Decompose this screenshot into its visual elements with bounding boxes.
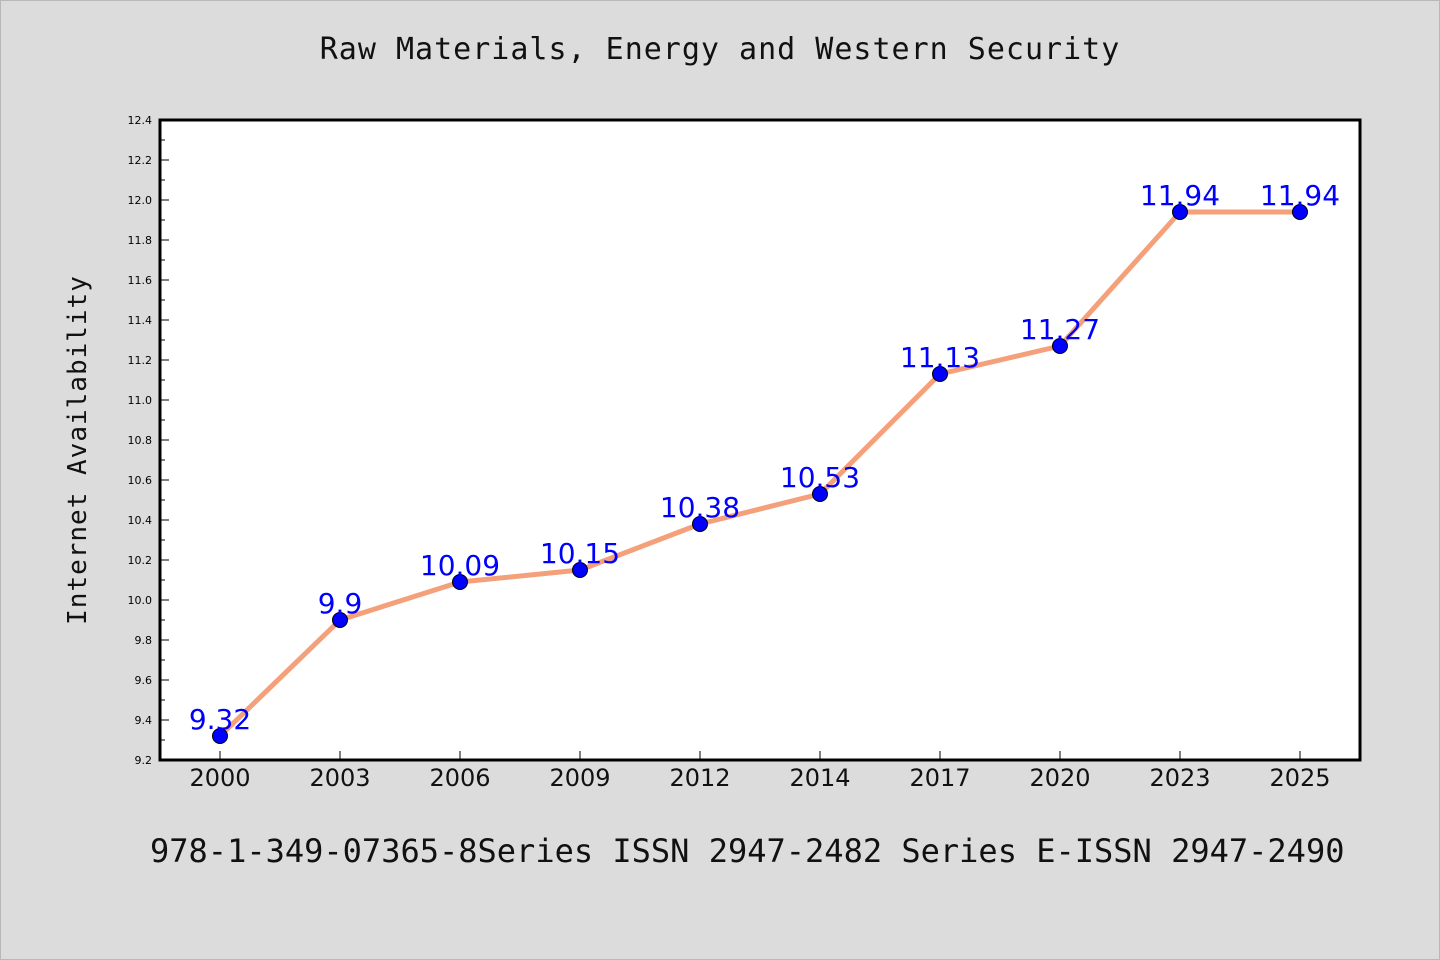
y-tick-label: 11.4 [128,314,153,327]
x-tick-label: 2012 [669,764,730,792]
data-label: 10.09 [420,549,500,582]
y-tick-label: 9.6 [135,674,153,687]
footer-note: 978-1-349-07365-8Series ISSN 2947-2482 S… [150,832,1345,870]
y-tick-label: 11.0 [128,394,153,407]
x-tick-label: 2020 [1029,764,1090,792]
y-tick-label: 9.8 [135,634,153,647]
x-tick-label: 2017 [909,764,970,792]
data-label: 9.32 [189,703,251,736]
y-tick-label: 12.4 [128,114,153,127]
data-point [1292,204,1308,220]
data-point [692,516,708,532]
data-label: 9.9 [318,587,363,620]
y-tick-label: 12.0 [128,194,153,207]
chart-title: Raw Materials, Energy and Western Securi… [319,32,1121,67]
x-tick-label: 2003 [309,764,370,792]
x-tick-label: 2000 [189,764,250,792]
data-point [1172,204,1188,220]
data-label: 11.94 [1140,179,1220,212]
data-labels: 9.32 9.9 10.09 10.15 10.38 10.53 11.13 11.27 11.… [189,179,1340,736]
y-tick-label: 9.4 [135,714,153,727]
data-label: 10.38 [660,491,740,524]
y-axis-label: Internet Availability [63,275,93,625]
data-point [452,574,468,590]
series-line [218,209,1300,738]
x-axis-ticks: 2000 2003 2006 2009 2012 2014 2017 2020 2023 2025 [189,751,1331,792]
data-markers [212,204,1308,744]
data-label: 10.15 [540,537,620,570]
y-tick-label: 10.6 [128,474,153,487]
y-tick-label: 12.2 [128,154,153,167]
data-point [332,612,348,628]
x-tick-label: 2025 [1269,764,1330,792]
data-point [812,486,828,502]
y-tick-label: 9.2 [135,754,153,767]
data-label: 11.94 [1260,179,1340,212]
plot-border [158,118,1362,762]
data-label: 11.27 [1020,313,1100,346]
data-label: 10.53 [780,461,860,494]
y-tick-label: 10.2 [128,554,153,567]
y-tick-label: 10.8 [128,434,153,447]
y-axis-ticks: 9.2 9.4 9.6 9.8 10.0 10.2 10.4 10.6 10.8 11.0 11.2… [128,114,169,767]
data-label: 11.13 [900,341,980,374]
data-point [932,366,948,382]
y-tick-label: 10.0 [128,594,153,607]
x-tick-label: 2006 [429,764,490,792]
y-tick-label: 11.6 [128,274,153,287]
data-point [212,728,228,744]
y-tick-label: 11.8 [128,234,153,247]
y-tick-label: 10.4 [128,514,153,527]
x-tick-label: 2023 [1149,764,1210,792]
data-point [572,562,588,578]
data-point [1052,338,1068,354]
y-tick-label: 11.2 [128,354,153,367]
x-tick-label: 2009 [549,764,610,792]
x-tick-label: 2014 [789,764,850,792]
plot-area [160,120,1360,760]
